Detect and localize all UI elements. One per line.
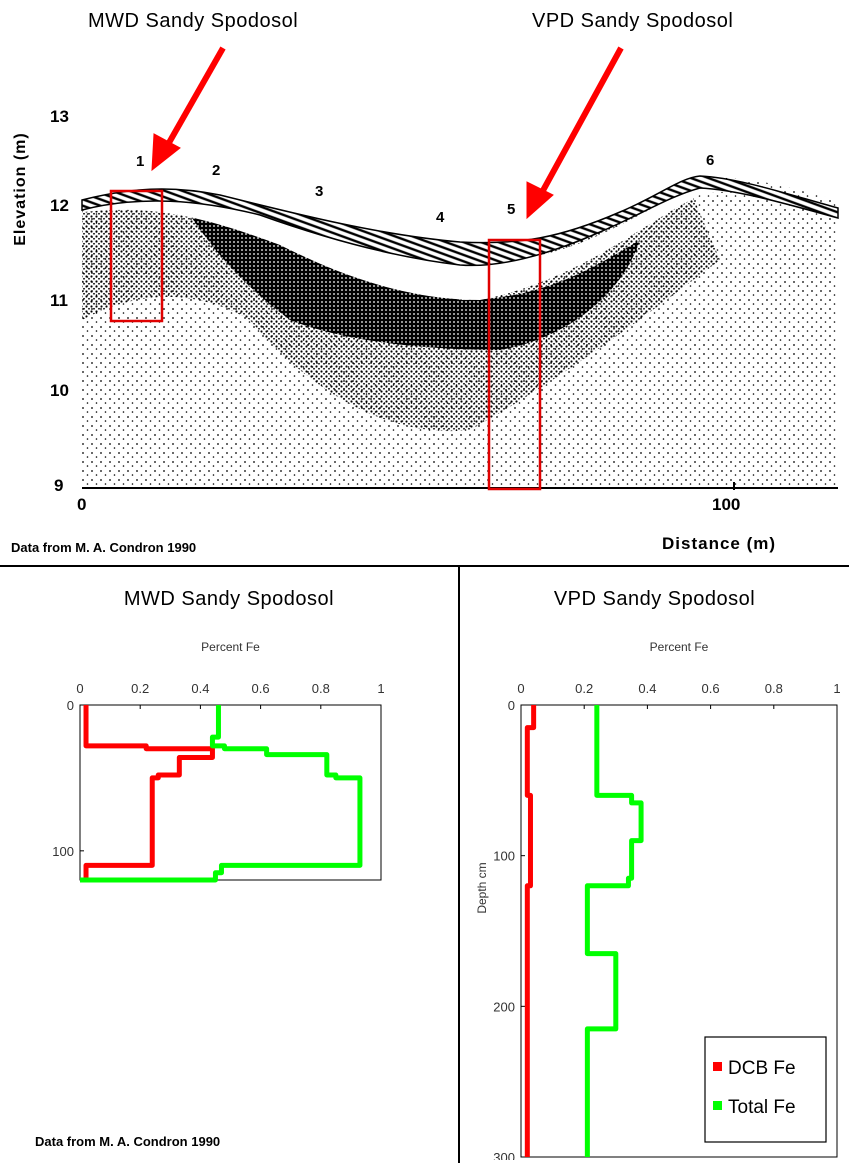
y-tick-11: 11 — [50, 291, 68, 310]
mwd-x-tick-label: 0.2 — [131, 681, 149, 696]
cross-section-label-vpd: VPD Sandy Spodosol — [532, 10, 734, 32]
vpd-x-tick-label: 0.6 — [702, 681, 720, 696]
site-number-6: 6 — [706, 152, 714, 169]
y-tick-10: 10 — [50, 381, 69, 400]
vpd-profile-box — [487, 238, 542, 491]
vpd-total-fe-line — [584, 705, 644, 1157]
mwd-chart-title: MWD Sandy Spodosol — [123, 588, 335, 610]
vpd-y-axis-label: Depth cm — [475, 862, 489, 913]
site-number-4: 4 — [436, 209, 445, 226]
surface-layer — [81, 175, 839, 267]
vpd-x-tick-label: 0.4 — [638, 681, 656, 696]
mwd-y-tick-label: 100 — [52, 844, 74, 859]
legend-dcb-label: DCB Fe — [728, 1058, 796, 1079]
vpd-plot-frame — [520, 704, 838, 1158]
legend-box — [704, 1036, 827, 1143]
legend-total-swatch — [713, 1101, 722, 1110]
vpd-x-axis-label: Percent Fe — [649, 640, 709, 654]
vpd-x-tick-label: 0.8 — [765, 681, 783, 696]
vpd-y-tick-label: 200 — [493, 999, 515, 1014]
vpd-arrow — [526, 46, 624, 220]
bottom-credit: Data from M. A. Condron 1990 — [35, 1134, 221, 1149]
vpd-y-tick-label: 0 — [508, 698, 515, 713]
distance-axis-label: Distance (m) — [662, 534, 777, 553]
x-tick-0: 0 — [77, 495, 87, 514]
legend-total-label: Total Fe — [728, 1097, 796, 1118]
site-number-1: 1 — [136, 153, 144, 170]
mwd-x-axis-label: Percent Fe — [201, 640, 260, 654]
x-tick-100: 100 — [712, 495, 741, 514]
cross-section-diagram: 1 2 3 4 5 6 — [81, 46, 839, 491]
mwd-x-tick-label: 1 — [377, 681, 384, 696]
top-credit: Data from M. A. Condron 1990 — [11, 540, 197, 555]
site-number-3: 3 — [315, 183, 323, 200]
mwd-y-tick-label: 0 — [67, 698, 74, 713]
mwd-plot-frame — [79, 704, 382, 881]
vpd-x-tick-label: 1 — [833, 681, 840, 696]
vpd-y-tick-label: 100 — [493, 849, 515, 864]
vpd-legend: DCB Fe Total Fe — [704, 1036, 827, 1143]
mwd-x-tick-label: 0.6 — [252, 681, 270, 696]
y-tick-9: 9 — [54, 476, 64, 495]
mwd-chart: 0 0.2 0.4 0.6 0.8 1 0 100 — [52, 681, 385, 883]
panel-divider-vertical — [458, 566, 460, 1163]
panel-divider-horizontal — [0, 565, 849, 567]
y-tick-12: 12 — [50, 196, 69, 215]
vpd-chart-title: VPD Sandy Spodosol — [553, 588, 756, 610]
cross-section-label-mwd: MWD Sandy Spodosol — [88, 10, 299, 32]
site-number-5: 5 — [507, 201, 515, 218]
vpd-chart: 0 0.2 0.4 0.6 0.8 1 0 100 200 300 Depth cm DCB F… — [475, 681, 841, 1160]
mwd-x-tick-label: 0 — [76, 681, 83, 696]
vpd-y-tick-label: 300 — [493, 1150, 515, 1160]
site-number-2: 2 — [212, 162, 220, 179]
vpd-x-tick-label: 0 — [517, 681, 524, 696]
mwd-profile-box — [109, 189, 164, 323]
mwd-total-fe-line — [80, 705, 363, 883]
vpd-dcb-fe-line — [524, 705, 537, 1157]
mwd-arrow — [151, 46, 226, 172]
y-tick-13: 13 — [50, 107, 69, 126]
vpd-x-tick-label: 0.2 — [575, 681, 593, 696]
mwd-dcb-fe-line — [83, 705, 215, 880]
mwd-x-tick-label: 0.4 — [191, 681, 209, 696]
legend-dcb-swatch — [713, 1062, 722, 1071]
mwd-x-tick-label: 0.8 — [312, 681, 330, 696]
